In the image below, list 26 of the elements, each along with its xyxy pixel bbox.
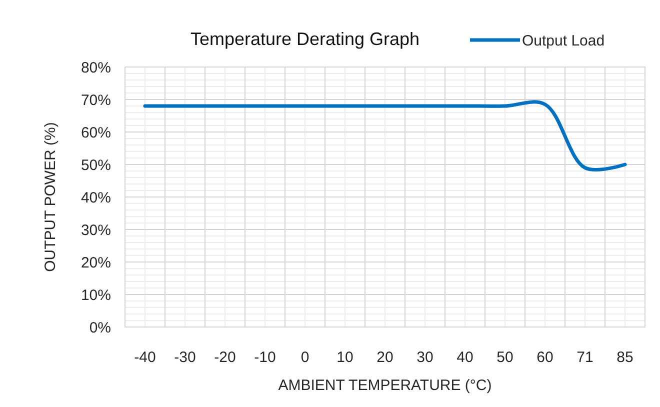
x-tick-label: 40 [456,349,474,366]
x-axis-title: AMBIENT TEMPERATURE (°C) [278,377,492,394]
legend-label: Output Load [522,32,605,50]
x-tick-label: 60 [536,349,554,366]
x-tick-label: -30 [174,349,196,366]
x-tick-label: 30 [416,349,434,366]
y-tick-label: 30% [80,222,111,239]
x-tick-label: 20 [376,349,394,366]
x-tick-label: -10 [254,349,276,366]
y-tick-label: 10% [80,286,111,304]
y-tick-label: 70% [80,92,111,109]
y-tick-label: 60% [80,124,111,142]
y-axis-title: OUTPUT POWER (%) [42,122,59,272]
y-tick-label: 50% [80,156,111,174]
x-tick-label: 85 [616,349,634,366]
y-tick-label: 0% [89,319,111,336]
x-tick-label: -20 [214,349,236,366]
chart-title: Temperature Derating Graph [190,29,420,49]
x-tick-label: 71 [576,349,594,366]
x-tick-label: -40 [134,349,156,366]
x-tick-label: 10 [336,349,354,366]
x-tick-label: 50 [496,349,514,366]
y-tick-label: 40% [80,189,111,206]
y-tick-label: 20% [80,254,111,272]
y-tick-label: 80% [80,59,111,76]
x-tick-label: 0 [300,349,310,366]
